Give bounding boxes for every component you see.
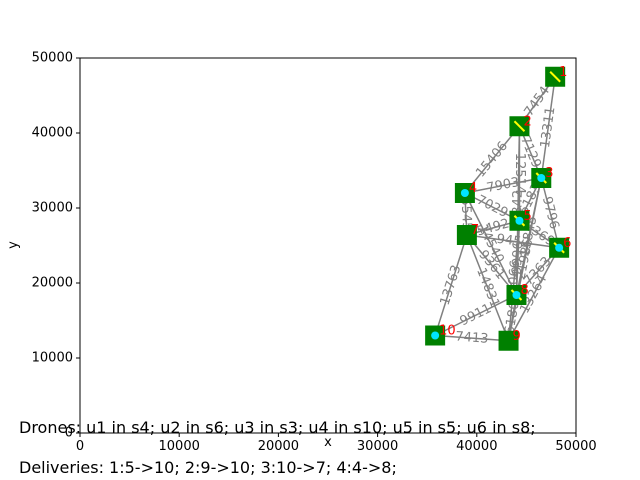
edge-label-s8-s9: 6180 xyxy=(502,300,522,335)
edge-s7-s9 xyxy=(466,234,510,342)
drone-u4 xyxy=(431,331,440,340)
x-axis-ticks: 0 10000 20000 30000 40000 50000 xyxy=(76,433,597,454)
x-axis-label: x xyxy=(324,435,332,450)
y-axis-label: y xyxy=(6,241,21,249)
plot-area xyxy=(80,58,576,433)
drone-u2 xyxy=(555,243,564,252)
drones-caption: Drones: u1 in s4; u2 in s6; u3 in s3; u4… xyxy=(19,418,536,437)
edge-s3-s6 xyxy=(540,177,560,248)
station-label-s4: 4 xyxy=(469,181,477,196)
station-s7 xyxy=(456,225,477,245)
drone-u1 xyxy=(460,189,469,197)
y-tick-label-0: 0 xyxy=(65,426,73,441)
edge-s5-s9 xyxy=(507,220,521,341)
station-s9 xyxy=(498,330,519,351)
plot-frame xyxy=(79,57,577,434)
station-label-s5: 5 xyxy=(523,209,531,224)
edge-s9-s10 xyxy=(435,334,509,342)
y-axis-ticks: 0 10000 20000 30000 40000 50000 xyxy=(32,51,80,441)
y-tick-label-3: 30000 xyxy=(32,201,73,216)
drones-layer xyxy=(431,71,565,340)
y-tick-label-4: 40000 xyxy=(32,126,73,141)
cargo-s1 xyxy=(549,71,561,83)
deliveries-caption: Deliveries: 1:5->10; 2:9->10; 3:10->7; 4… xyxy=(19,458,397,477)
drone-u5 xyxy=(515,216,524,225)
edge-label-s6-s7: 9452 xyxy=(496,232,531,251)
edge-label-s4-s7: 5545 xyxy=(458,197,475,231)
station-label-s9: 9 xyxy=(513,329,521,344)
edge-s1-s3 xyxy=(540,76,556,179)
drone-u6 xyxy=(512,291,521,299)
y-tick-label-5: 50000 xyxy=(32,51,73,66)
edge-label-s9-s10: 7413 xyxy=(455,329,489,346)
x-tick-label-2: 20000 xyxy=(258,439,299,454)
station-label-s7: 7 xyxy=(471,223,479,238)
edge-label-s3-s4: 7903 xyxy=(485,175,520,196)
station-label-s6: 6 xyxy=(563,236,571,251)
station-label-s2: 2 xyxy=(523,114,531,129)
drone-u3 xyxy=(537,174,546,182)
edge-s3-s4 xyxy=(464,177,542,194)
station-label-s3: 3 xyxy=(545,166,553,181)
x-tick-label-5: 50000 xyxy=(555,439,596,454)
edge-label-s5-s8: 9996 xyxy=(510,241,526,275)
edge-s6-s9 xyxy=(507,247,560,342)
y-tick-label-1: 10000 xyxy=(32,351,73,366)
edge-s6-s7 xyxy=(466,234,560,249)
x-tick-label-3: 30000 xyxy=(357,439,398,454)
x-tick-label-0: 0 xyxy=(76,439,84,454)
cargo-s2 xyxy=(513,120,526,132)
station-label-s10: 10 xyxy=(439,324,456,339)
station-label-s1: 1 xyxy=(559,65,567,80)
edge-s7-s10 xyxy=(434,234,468,336)
y-tick-label-2: 20000 xyxy=(32,276,73,291)
station-label-s8: 8 xyxy=(520,283,528,298)
edge-label-s1-s3: 13311 xyxy=(538,106,558,149)
x-tick-label-4: 40000 xyxy=(456,439,497,454)
x-tick-label-1: 10000 xyxy=(159,439,200,454)
edge-s2-s4 xyxy=(464,125,521,194)
edge-label-s2-s5: 12514 xyxy=(512,153,527,194)
edge-s8-s10 xyxy=(434,294,517,337)
edge-s4-s8 xyxy=(464,192,518,296)
